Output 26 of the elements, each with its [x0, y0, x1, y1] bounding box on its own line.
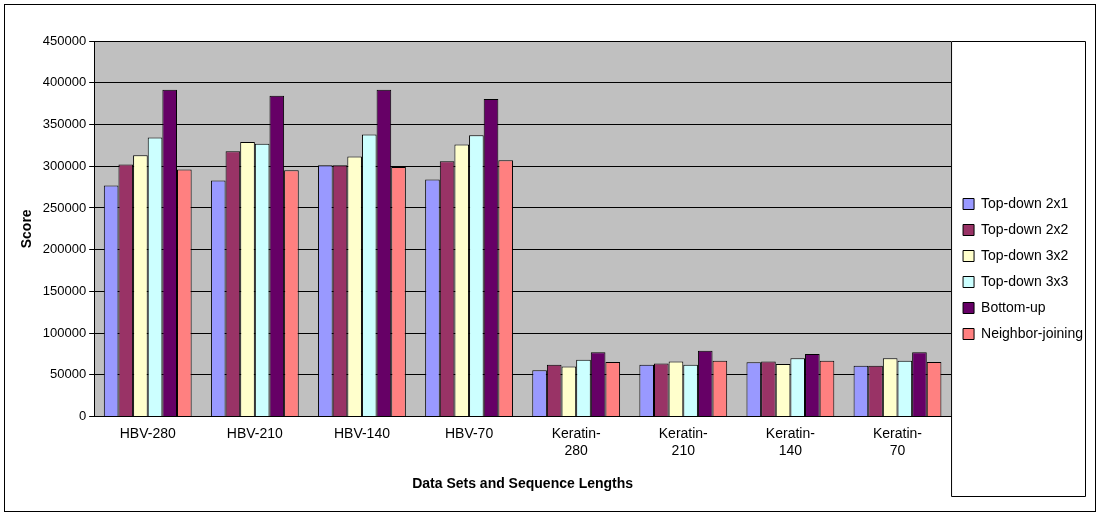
y-tick-label: 200000 — [42, 241, 87, 257]
y-tick-label: 250000 — [42, 199, 87, 215]
legend-label: Top-down 3x3 — [981, 272, 1069, 289]
x-tick-label: Keratin-140 — [765, 424, 816, 458]
x-tick-label: HBV-280 — [119, 424, 176, 441]
x-axis-title: Data Sets and Sequence Lengths — [412, 475, 634, 492]
legend-label: Top-down 2x1 — [981, 194, 1069, 211]
legend-label: Top-down 3x2 — [981, 246, 1069, 263]
x-tick-label: HBV-140 — [333, 424, 391, 441]
legend-label: Neighbor-joining — [981, 324, 1083, 341]
x-tick-label: Keratin-210 — [658, 424, 709, 458]
y-tick-label: 350000 — [42, 116, 87, 132]
x-tick-label: HBV-70 — [444, 424, 494, 441]
y-tick-label: 150000 — [42, 282, 87, 298]
y-tick-label: 100000 — [42, 324, 87, 340]
x-tick-label: Keratin-70 — [872, 424, 923, 458]
y-tick-label: 400000 — [42, 74, 87, 90]
y-tick-label: 0 — [78, 408, 87, 424]
x-tick-label: HBV-210 — [226, 424, 284, 441]
legend-label: Top-down 2x2 — [981, 220, 1069, 237]
x-tick-label: Keratin-280 — [551, 424, 602, 458]
y-axis-title: Score — [18, 209, 35, 249]
legend-label: Bottom-up — [981, 298, 1046, 315]
y-tick-label: 300000 — [42, 157, 87, 173]
y-tick-label: 450000 — [42, 32, 87, 48]
y-tick-label: 50000 — [50, 366, 87, 382]
